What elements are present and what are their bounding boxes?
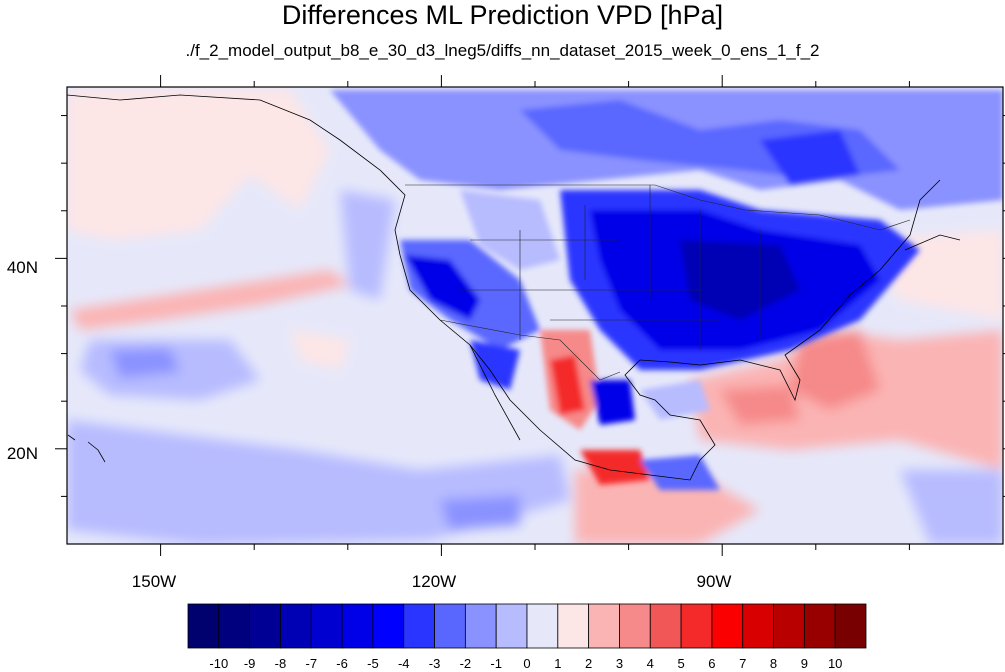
colorbar-tick-label: 10 [827, 656, 843, 671]
colorbar-tick-label: -10 [209, 656, 229, 671]
colorbar-swatch [619, 603, 651, 649]
land-anomaly-patches [330, 90, 1003, 490]
colorbar-tick-label: -6 [336, 656, 348, 671]
lat-tick-label-40n: 40N [6, 258, 38, 277]
colorbar-tick-label: -8 [274, 656, 287, 671]
chart-subtitle: ./f_2_model_output_b8_e_30_d3_lneg5/diff… [185, 41, 820, 60]
colorbar-swatch [218, 603, 251, 649]
lon-tick-label-120w: 120W [411, 572, 457, 591]
map-field [67, 87, 1003, 544]
colorbar-tick-label: 3 [615, 656, 624, 671]
colorbar-tick-label: -5 [367, 656, 379, 671]
colorbar-swatch [803, 603, 836, 649]
colorbar-swatch [372, 603, 405, 649]
colorbar-tick-label: -2 [459, 656, 472, 671]
colorbar-tick-label: 8 [769, 656, 778, 671]
colorbar [187, 603, 867, 649]
colorbar-swatch [711, 603, 744, 649]
colorbar-swatch [495, 603, 528, 649]
colorbar-swatch [526, 603, 559, 649]
colorbar-tick-label: 6 [708, 656, 716, 671]
colorbar-tick-label: 9 [800, 656, 808, 671]
lat-tick-label-20n: 20N [6, 444, 38, 463]
lon-tick-label-150w: 150W [131, 572, 177, 591]
colorbar-tick-label: -9 [243, 656, 256, 671]
colorbar-tick-label: 7 [739, 656, 747, 671]
colorbar-swatch [249, 603, 281, 649]
axis-ticks [55, 75, 1005, 556]
colorbar-tick-label: 2 [585, 656, 593, 671]
colorbar-swatch [464, 603, 497, 649]
colorbar-tick-label: 4 [646, 656, 654, 671]
colorbar-swatch [280, 603, 312, 649]
colorbar-swatch [341, 603, 374, 649]
colorbar-swatch [680, 603, 713, 649]
colorbar-swatch [588, 603, 620, 649]
coastlines [67, 94, 961, 481]
political-borders [405, 184, 911, 381]
ocean-anomaly-patches [67, 90, 1003, 544]
lon-tick-label-90w: 90W [696, 572, 732, 591]
colorbar-swatch [557, 603, 590, 649]
chart-title: Differences ML Prediction VPD [hPa] [281, 0, 724, 30]
colorbar-tick-label: -4 [397, 656, 410, 671]
colorbar-tick-label: 5 [677, 656, 685, 671]
colorbar-swatch [434, 603, 466, 649]
colorbar-tick-label: 1 [554, 656, 562, 671]
colorbar-tick-label: -3 [428, 656, 441, 671]
colorbar-tick-label: -1 [490, 656, 502, 671]
colorbar-tick-label: 0 [523, 656, 531, 671]
colorbar-swatch [310, 603, 343, 649]
colorbar-swatch [742, 603, 774, 649]
colorbar-swatch [187, 603, 220, 649]
colorbar-swatch [649, 603, 682, 649]
colorbar-tick-label: -7 [305, 656, 318, 671]
colorbar-swatch [773, 603, 805, 649]
colorbar-swatch [834, 603, 867, 649]
colorbar-swatch [403, 603, 435, 649]
